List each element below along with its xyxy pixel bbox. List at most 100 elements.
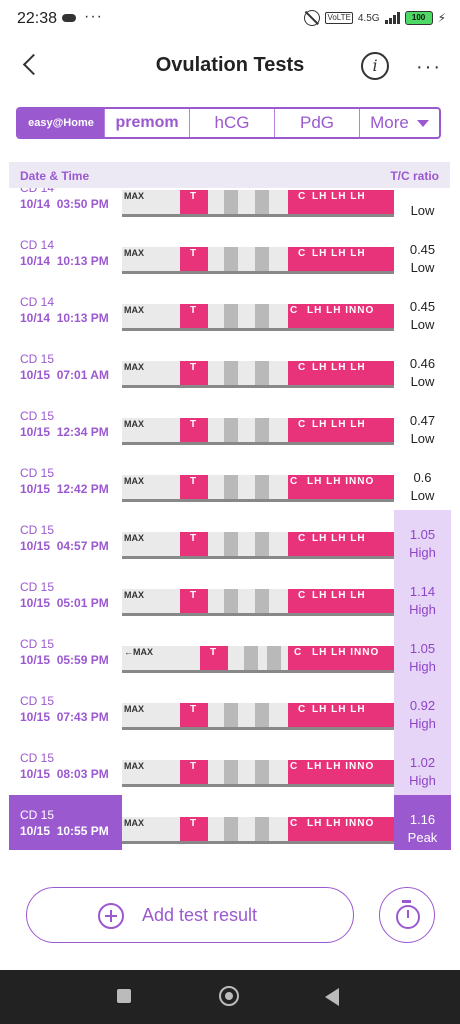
strip-c-label: C	[298, 248, 306, 259]
strip-gray-band	[255, 589, 269, 613]
strip-gray-band	[224, 532, 238, 556]
test-strip-image[interactable]: MAX T C LH LH LH	[122, 589, 394, 616]
table-row[interactable]: CD 14 10/14 03:50 PM MAX T C LH LH LH Low	[9, 188, 451, 225]
strip-lh-label: LH LH LH	[312, 419, 366, 430]
home-icon[interactable]	[219, 986, 239, 1006]
status-time: 22:38	[17, 10, 58, 27]
tc-ratio-cell: 0.46 Low	[394, 339, 451, 396]
strip-pink-band	[294, 703, 394, 727]
strip-max-label: MAX	[124, 590, 144, 600]
test-strip-image[interactable]: MAX T C LH LH INNO	[122, 817, 394, 844]
charging-icon: ⚡	[437, 11, 446, 25]
strip-pink-band	[180, 760, 208, 784]
test-result-list[interactable]: CD 14 10/14 03:50 PM MAX T C LH LH LH Low CD 14…	[0, 188, 460, 850]
strip-max-label: MAX	[124, 419, 144, 429]
table-row[interactable]: CD 15 10/15 05:59 PM ←MAX T C LH LH INNO 1.05 H…	[9, 624, 451, 681]
signal-icon	[384, 12, 400, 24]
strip-pink-band	[294, 418, 394, 442]
test-datetime: 10/15 08:03 PM	[20, 767, 109, 781]
cycle-day: CD 14	[20, 295, 55, 309]
strip-lh-label: LH LH INNO	[312, 647, 380, 658]
strip-t-label: T	[190, 362, 197, 373]
strip-pink-band	[200, 646, 228, 670]
test-strip-image[interactable]: MAX T C LH LH INNO	[122, 760, 394, 787]
cycle-day: CD 15	[20, 580, 55, 594]
table-row[interactable]: CD 15 10/15 08:03 PM MAX T C LH LH INNO 1.02 Hi…	[9, 738, 451, 795]
test-strip-image[interactable]: MAX T C LH LH LH	[122, 247, 394, 274]
tab-more[interactable]: More	[360, 109, 439, 137]
info-icon[interactable]: i	[361, 52, 389, 80]
table-row[interactable]: CD 15 10/15 04:57 PM MAX T C LH LH LH 1.05 High	[9, 510, 451, 567]
strip-pink-band	[180, 190, 208, 214]
test-strip-image[interactable]: ←MAX T C LH LH INNO	[122, 646, 394, 673]
strip-gray-band	[267, 646, 281, 670]
page-title: Ovulation Tests	[155, 54, 305, 76]
strip-max-label: MAX	[124, 533, 144, 543]
strip-t-label: T	[190, 248, 197, 259]
table-row[interactable]: CD 15 10/15 12:34 PM MAX T C LH LH LH 0.47 Low	[9, 396, 451, 453]
strip-pink-band	[294, 361, 394, 385]
strip-lh-label: LH LH LH	[312, 362, 366, 373]
test-datetime: 10/15 12:34 PM	[20, 425, 109, 439]
tc-ratio-level: Peak	[407, 830, 438, 845]
strip-c-label: C	[298, 191, 306, 202]
tc-ratio-cell: 1.02 High	[394, 738, 451, 795]
column-tc-ratio: T/C ratio	[390, 169, 439, 183]
strip-pink-band	[180, 589, 208, 613]
tc-ratio-value: 1.05	[409, 527, 436, 542]
app-header: Ovulation Tests i ···	[0, 38, 460, 96]
tab-hcg[interactable]: hCG	[190, 109, 275, 137]
test-strip-image[interactable]: MAX T C LH LH INNO	[122, 304, 394, 331]
test-strip-image[interactable]: MAX T C LH LH LH	[122, 532, 394, 559]
strip-lh-label: LH LH LH	[312, 704, 366, 715]
test-strip-image[interactable]: MAX T C LH LH LH	[122, 703, 394, 730]
test-strip-image[interactable]: MAX T C LH LH LH	[122, 190, 394, 217]
table-row[interactable]: CD 15 10/15 07:01 AM MAX T C LH LH LH 0.46 Low	[9, 339, 451, 396]
cycle-day: CD 15	[20, 466, 55, 480]
tab-easy-at-home[interactable]: easy@Home	[18, 109, 105, 137]
tab-premom[interactable]: premom	[105, 109, 190, 137]
test-strip-image[interactable]: MAX T C LH LH LH	[122, 361, 394, 388]
test-strip-image[interactable]: MAX T C LH LH INNO	[122, 475, 394, 502]
strip-pink-band	[180, 418, 208, 442]
status-bar: 22:38 ··· VoLTE 4.5G 100 ⚡	[0, 0, 460, 38]
strip-gray-band	[255, 361, 269, 385]
strip-pink-band	[294, 247, 394, 271]
add-test-result-button[interactable]: Add test result	[26, 887, 354, 943]
timer-button[interactable]	[379, 887, 435, 943]
add-test-result-label: Add test result	[142, 905, 258, 925]
strip-gray-band	[255, 190, 269, 214]
table-row[interactable]: CD 15 10/15 10:55 PM MAX T C LH LH INNO 1.16 Pe…	[9, 795, 451, 850]
cycle-day: CD 14	[20, 188, 55, 195]
test-strip-image[interactable]: MAX T C LH LH LH	[122, 418, 394, 445]
nav-back-icon[interactable]	[325, 988, 339, 1006]
table-row[interactable]: CD 15 10/15 07:43 PM MAX T C LH LH LH 0.92 High	[9, 681, 451, 738]
strip-gray-band	[255, 304, 269, 328]
cycle-day: CD 14	[20, 238, 55, 252]
strip-c-label: C	[298, 533, 306, 544]
test-datetime: 10/15 04:57 PM	[20, 539, 109, 553]
strip-lh-label: LH LH LH	[312, 533, 366, 544]
strip-pink-band	[180, 247, 208, 271]
tab-pdg[interactable]: PdG	[275, 109, 360, 137]
strip-pink-band	[294, 190, 394, 214]
strip-gray-band	[224, 475, 238, 499]
more-options-icon[interactable]: ···	[416, 56, 442, 78]
tc-ratio-level: Low	[410, 203, 435, 218]
strip-max-label: MAX	[124, 362, 144, 372]
table-row[interactable]: CD 15 10/15 05:01 PM MAX T C LH LH LH 1.14 High	[9, 567, 451, 624]
table-row[interactable]: CD 14 10/14 10:13 PM MAX T C LH LH LH 0.45 Low	[9, 225, 451, 282]
strip-pink-band	[288, 304, 294, 328]
table-row[interactable]: CD 15 10/15 12:42 PM MAX T C LH LH INNO 0.6 Low	[9, 453, 451, 510]
tc-ratio-value: 0.45	[409, 299, 436, 314]
timer-knob	[402, 900, 411, 903]
tc-ratio-value: 0.92	[409, 698, 436, 713]
strip-lh-label: LH LH LH	[312, 590, 366, 601]
strip-gray-band	[224, 304, 238, 328]
tc-ratio-cell: 0.92 High	[394, 681, 451, 738]
table-row[interactable]: CD 14 10/14 10:13 PM MAX T C LH LH INNO 0.45 Lo…	[9, 282, 451, 339]
strip-pink-band	[180, 304, 208, 328]
system-nav-bar	[0, 970, 460, 1024]
cloud-icon	[62, 14, 76, 22]
recents-icon[interactable]	[117, 989, 131, 1003]
